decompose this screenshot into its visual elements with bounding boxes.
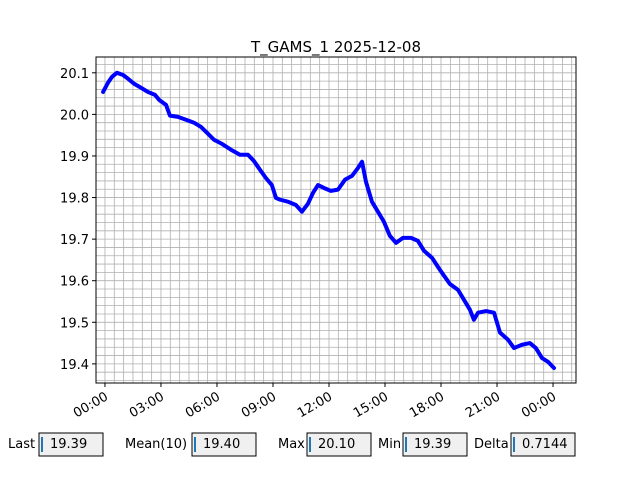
plot-frame [95, 56, 577, 384]
widget-label: Mean(10) [125, 437, 187, 452]
text-box-widget: Mean(10) 19.40 [125, 432, 257, 457]
text-box[interactable] [402, 432, 468, 457]
data-line [101, 70, 556, 371]
text-box[interactable] [510, 432, 576, 457]
widget-value: 0.7144 [522, 437, 568, 452]
text-cursor [41, 437, 43, 452]
y-tick-label: 19.7 [60, 233, 89, 248]
y-tick-label: 19.9 [60, 150, 89, 165]
text-box[interactable] [191, 432, 257, 457]
widget-value: 19.39 [414, 437, 451, 452]
widget-value: 19.40 [203, 437, 240, 452]
y-tick-label: 20.0 [60, 108, 89, 123]
widget-label: Min [378, 437, 401, 452]
y-tick-label: 19.8 [60, 192, 89, 207]
text-cursor [194, 437, 196, 452]
text-cursor [405, 437, 407, 452]
widget-value: 20.10 [318, 437, 355, 452]
text-box-widget: Min 19.39 [378, 432, 468, 457]
y-tick-label: 19.4 [60, 358, 89, 373]
widget-label: Last [8, 437, 35, 452]
text-box-widget: Delta 0.7144 [474, 432, 576, 457]
text-box-widget: Last 19.39 [8, 432, 104, 457]
text-cursor [513, 437, 515, 452]
widget-label: Max [278, 437, 305, 452]
widget-label: Delta [474, 437, 509, 452]
y-tick-label: 19.6 [60, 275, 89, 290]
y-tick-label: 19.5 [60, 316, 89, 331]
text-box[interactable] [306, 432, 372, 457]
text-box-widget: Max 20.10 [278, 432, 372, 457]
text-box[interactable] [38, 432, 104, 457]
widget-value: 19.39 [50, 437, 87, 452]
y-tick-label: 20.1 [60, 67, 89, 82]
text-cursor [309, 437, 311, 452]
chart-title: T_GAMS_1 2025-12-08 [250, 38, 421, 57]
